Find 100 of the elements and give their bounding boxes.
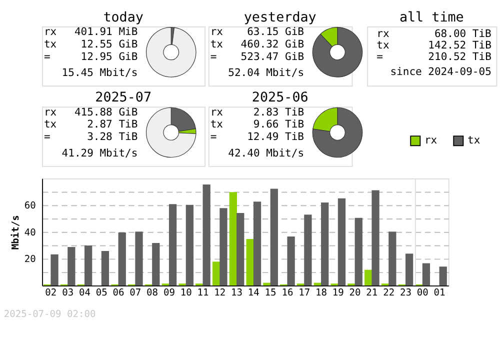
donut-slice	[146, 27, 196, 78]
y-tick-label: 40	[24, 227, 36, 238]
x-tick-label: 22	[383, 287, 395, 298]
text: rx	[210, 106, 223, 118]
bar	[253, 202, 262, 286]
x-tick-label: 16	[282, 287, 294, 298]
text: 63.15 GiB	[247, 26, 304, 38]
bar	[236, 213, 244, 286]
text: 3.28 TiB	[87, 131, 138, 144]
y-tick-label: 60	[24, 200, 36, 212]
bar	[50, 254, 58, 286]
bar	[212, 262, 220, 286]
text: tx	[210, 38, 223, 50]
bar	[405, 254, 414, 286]
text: 12.55 GiB	[80, 38, 138, 50]
bar	[338, 198, 346, 286]
bar	[304, 214, 312, 286]
x-tick-label: 21	[366, 287, 378, 298]
text: =	[376, 50, 383, 63]
x-tick-label: 00	[416, 287, 429, 298]
bar	[135, 232, 143, 286]
bar	[220, 208, 228, 286]
x-tick-label: 15	[264, 287, 276, 298]
text: 9.66 TiB	[253, 118, 304, 131]
bar	[202, 184, 210, 286]
x-tick-label: 04	[78, 287, 91, 298]
text: =	[210, 50, 217, 63]
bar	[439, 266, 447, 286]
x-tick-label: 01	[434, 287, 446, 298]
text: 460.32 GiB	[240, 38, 304, 50]
text: 12.49 TiB	[247, 131, 304, 144]
bar	[270, 188, 278, 286]
donut-slice	[312, 107, 363, 158]
x-tick-label: 02	[45, 287, 57, 298]
text: 42.40 Mbit/s	[228, 147, 304, 160]
x-tick-label: 09	[163, 287, 176, 298]
x-tick-label: 06	[112, 287, 125, 298]
bar	[354, 218, 362, 286]
x-tick-label: 14	[248, 287, 260, 298]
bar	[287, 236, 295, 286]
chart-title: yesterday	[244, 10, 316, 26]
text: 2.87 TiB	[87, 118, 138, 131]
bar	[422, 263, 430, 286]
text: tx	[210, 118, 223, 131]
x-tick-label: 12	[214, 287, 226, 298]
x-tick-label: 07	[130, 287, 142, 298]
bar	[68, 247, 76, 286]
chart-title: today	[103, 10, 144, 26]
text: tx	[376, 39, 390, 52]
bar	[152, 243, 160, 286]
y-axis-title: Mbit/s	[10, 215, 22, 250]
x-tick-label: 13	[231, 287, 243, 298]
text: rx	[44, 106, 57, 118]
text: since 2024-09-05	[390, 66, 492, 78]
x-tick-label: 20	[349, 287, 362, 298]
bar	[372, 190, 380, 286]
bar	[246, 239, 254, 286]
x-tick-label: 05	[96, 287, 108, 298]
chart-title: 2025-06	[252, 90, 308, 106]
text: 12.95 GiB	[80, 50, 138, 63]
text: rx	[376, 28, 390, 40]
text: 15.45 Mbit/s	[62, 67, 138, 80]
legend-label: rx	[424, 134, 438, 147]
text: =	[44, 131, 50, 144]
text: rx	[44, 26, 57, 38]
bar	[118, 232, 126, 286]
chart-title: 2025-07	[95, 90, 152, 106]
bar	[168, 204, 177, 286]
text: 401.91 MiB	[74, 26, 138, 38]
text: rx	[210, 26, 223, 38]
bar	[388, 232, 396, 286]
text: 142.52 TiB	[428, 39, 492, 52]
text: 2.83 TiB	[253, 106, 304, 118]
bar	[263, 282, 271, 286]
text: 523.47 GiB	[240, 50, 304, 63]
x-tick-label: 03	[62, 287, 74, 298]
text: tx	[44, 38, 57, 50]
text: 415.88 GiB	[74, 106, 138, 118]
legend-label: tx	[467, 134, 480, 147]
x-tick-label: 23	[400, 287, 412, 298]
donut-slice	[312, 27, 363, 78]
text: =	[210, 131, 217, 144]
text: all time	[399, 10, 464, 26]
bar	[229, 192, 238, 286]
text: 210.52 TiB	[428, 50, 492, 63]
x-tick-label: 19	[332, 287, 344, 298]
text: 68.00 TiB	[434, 28, 492, 40]
text: =	[44, 50, 50, 63]
text: 41.29 Mbit/s	[62, 147, 138, 160]
bar	[364, 270, 372, 286]
x-tick-label: 10	[180, 287, 192, 298]
x-tick-label: 08	[146, 287, 158, 298]
bar	[84, 245, 92, 286]
x-tick-label: 17	[298, 287, 310, 298]
x-tick-label: 18	[315, 287, 328, 298]
bar	[321, 202, 329, 286]
text: 52.04 Mbit/s	[228, 67, 304, 80]
donut-slice	[146, 107, 196, 158]
y-tick-label: 20	[24, 254, 36, 266]
x-tick-label: 11	[197, 287, 209, 298]
